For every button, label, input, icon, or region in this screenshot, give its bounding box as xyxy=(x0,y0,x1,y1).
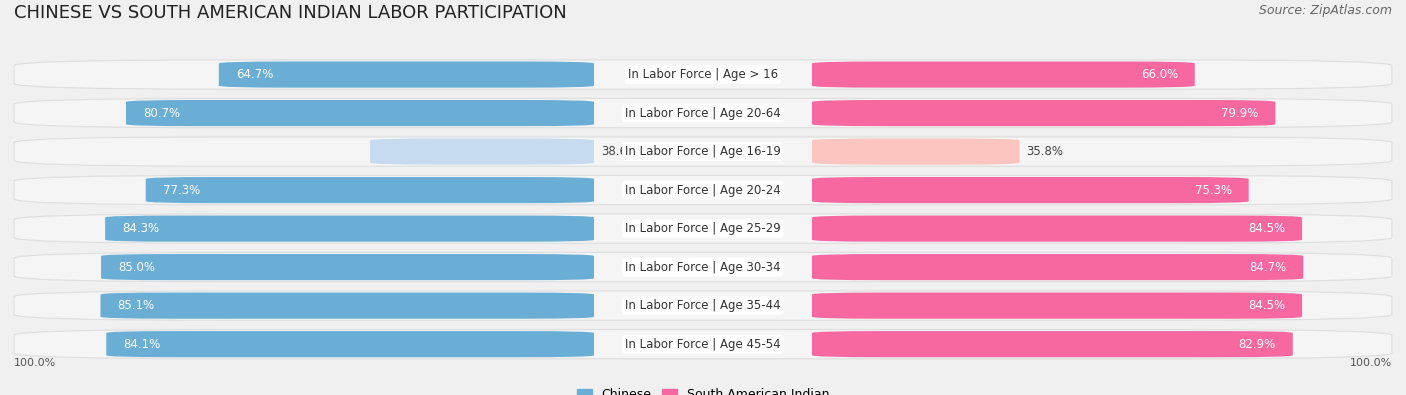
Text: In Labor Force | Age 16-19: In Labor Force | Age 16-19 xyxy=(626,145,780,158)
Text: 85.1%: 85.1% xyxy=(117,299,155,312)
FancyBboxPatch shape xyxy=(14,291,1392,320)
Text: CHINESE VS SOUTH AMERICAN INDIAN LABOR PARTICIPATION: CHINESE VS SOUTH AMERICAN INDIAN LABOR P… xyxy=(14,4,567,22)
Text: 100.0%: 100.0% xyxy=(14,358,56,369)
FancyBboxPatch shape xyxy=(14,98,1392,128)
Text: 84.1%: 84.1% xyxy=(124,338,160,351)
FancyBboxPatch shape xyxy=(146,177,593,203)
FancyBboxPatch shape xyxy=(370,139,593,165)
Text: 82.9%: 82.9% xyxy=(1239,338,1275,351)
Text: In Labor Force | Age > 16: In Labor Force | Age > 16 xyxy=(628,68,778,81)
FancyBboxPatch shape xyxy=(14,175,1392,205)
Text: In Labor Force | Age 35-44: In Labor Force | Age 35-44 xyxy=(626,299,780,312)
Text: 35.8%: 35.8% xyxy=(1026,145,1063,158)
Text: In Labor Force | Age 45-54: In Labor Force | Age 45-54 xyxy=(626,338,780,351)
FancyBboxPatch shape xyxy=(105,216,593,242)
Text: 84.7%: 84.7% xyxy=(1249,261,1286,274)
FancyBboxPatch shape xyxy=(127,100,593,126)
FancyBboxPatch shape xyxy=(813,216,1302,242)
Text: Source: ZipAtlas.com: Source: ZipAtlas.com xyxy=(1258,4,1392,17)
FancyBboxPatch shape xyxy=(14,137,1392,166)
FancyBboxPatch shape xyxy=(14,214,1392,243)
Text: 38.6%: 38.6% xyxy=(602,145,638,158)
Text: 64.7%: 64.7% xyxy=(236,68,273,81)
FancyBboxPatch shape xyxy=(813,254,1303,280)
Text: In Labor Force | Age 30-34: In Labor Force | Age 30-34 xyxy=(626,261,780,274)
Text: 84.3%: 84.3% xyxy=(122,222,159,235)
Text: In Labor Force | Age 20-64: In Labor Force | Age 20-64 xyxy=(626,107,780,120)
Text: 79.9%: 79.9% xyxy=(1222,107,1258,120)
Text: 75.3%: 75.3% xyxy=(1195,184,1232,197)
Text: 84.5%: 84.5% xyxy=(1249,222,1285,235)
Legend: Chinese, South American Indian: Chinese, South American Indian xyxy=(572,384,834,395)
FancyBboxPatch shape xyxy=(813,293,1302,319)
Text: 84.5%: 84.5% xyxy=(1249,299,1285,312)
FancyBboxPatch shape xyxy=(219,62,593,88)
Text: 85.0%: 85.0% xyxy=(118,261,155,274)
Text: In Labor Force | Age 25-29: In Labor Force | Age 25-29 xyxy=(626,222,780,235)
FancyBboxPatch shape xyxy=(14,252,1392,282)
Text: 80.7%: 80.7% xyxy=(143,107,180,120)
FancyBboxPatch shape xyxy=(100,293,593,319)
Text: In Labor Force | Age 20-24: In Labor Force | Age 20-24 xyxy=(626,184,780,197)
FancyBboxPatch shape xyxy=(813,62,1195,88)
FancyBboxPatch shape xyxy=(101,254,593,280)
FancyBboxPatch shape xyxy=(14,329,1392,359)
FancyBboxPatch shape xyxy=(813,331,1292,357)
Text: 77.3%: 77.3% xyxy=(163,184,200,197)
FancyBboxPatch shape xyxy=(813,139,1019,165)
FancyBboxPatch shape xyxy=(813,100,1275,126)
Text: 66.0%: 66.0% xyxy=(1140,68,1178,81)
FancyBboxPatch shape xyxy=(107,331,593,357)
Text: 100.0%: 100.0% xyxy=(1350,358,1392,369)
FancyBboxPatch shape xyxy=(14,60,1392,89)
FancyBboxPatch shape xyxy=(813,177,1249,203)
